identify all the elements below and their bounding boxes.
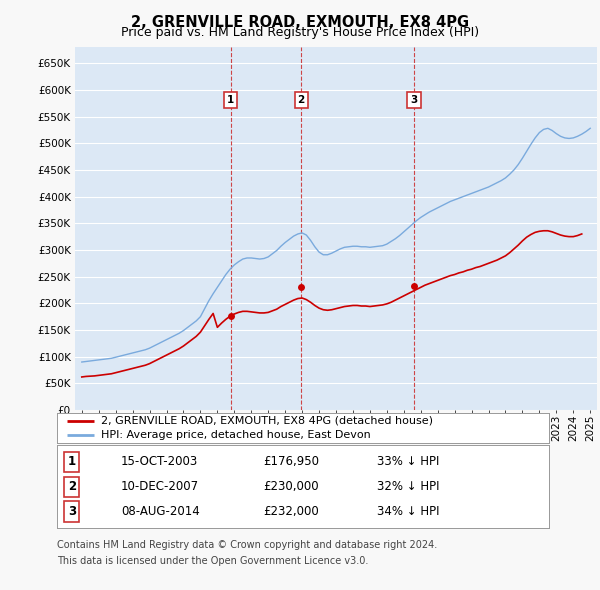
- Text: £176,950: £176,950: [263, 455, 320, 468]
- Text: This data is licensed under the Open Government Licence v3.0.: This data is licensed under the Open Gov…: [57, 556, 368, 566]
- Text: £232,000: £232,000: [263, 505, 319, 518]
- Text: 1: 1: [227, 95, 235, 105]
- Text: £230,000: £230,000: [263, 480, 319, 493]
- Text: Contains HM Land Registry data © Crown copyright and database right 2024.: Contains HM Land Registry data © Crown c…: [57, 540, 437, 550]
- Text: 3: 3: [410, 95, 418, 105]
- Text: 34% ↓ HPI: 34% ↓ HPI: [377, 505, 439, 518]
- Text: 32% ↓ HPI: 32% ↓ HPI: [377, 480, 439, 493]
- Text: 2, GRENVILLE ROAD, EXMOUTH, EX8 4PG (detached house): 2, GRENVILLE ROAD, EXMOUTH, EX8 4PG (det…: [101, 416, 433, 426]
- Text: 15-OCT-2003: 15-OCT-2003: [121, 455, 198, 468]
- Text: 10-DEC-2007: 10-DEC-2007: [121, 480, 199, 493]
- Text: Price paid vs. HM Land Registry's House Price Index (HPI): Price paid vs. HM Land Registry's House …: [121, 26, 479, 39]
- Text: HPI: Average price, detached house, East Devon: HPI: Average price, detached house, East…: [101, 430, 371, 440]
- Text: 33% ↓ HPI: 33% ↓ HPI: [377, 455, 439, 468]
- Text: 08-AUG-2014: 08-AUG-2014: [121, 505, 200, 518]
- Text: 1: 1: [68, 455, 76, 468]
- Text: 2: 2: [298, 95, 305, 105]
- Text: 2: 2: [68, 480, 76, 493]
- Text: 2, GRENVILLE ROAD, EXMOUTH, EX8 4PG: 2, GRENVILLE ROAD, EXMOUTH, EX8 4PG: [131, 15, 469, 30]
- Text: 3: 3: [68, 505, 76, 518]
